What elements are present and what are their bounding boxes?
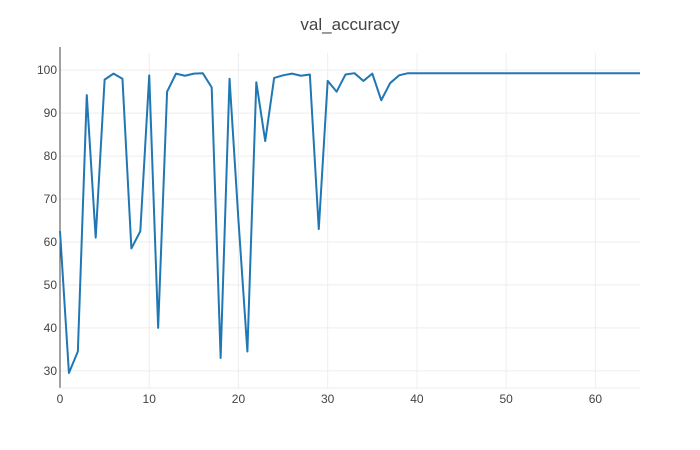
series-line [59, 72, 640, 374]
x-tick-label: 20 [232, 392, 246, 406]
y-tick-label: 30 [44, 364, 58, 378]
y-tick-label: 40 [44, 321, 58, 335]
series-group [59, 72, 640, 374]
y-gridlines [60, 69, 640, 372]
y-tick-label: 100 [37, 63, 57, 77]
y-tick-label: 50 [44, 278, 58, 292]
x-tick-label: 30 [321, 392, 335, 406]
y-tick-label: 90 [44, 106, 58, 120]
y-tick-label: 60 [44, 235, 58, 249]
x-gridlines [148, 53, 596, 388]
chart-title: val_accuracy [300, 15, 400, 34]
x-tick-label: 40 [410, 392, 424, 406]
y-tick-label: 80 [44, 149, 58, 163]
x-tick-label: 50 [499, 392, 513, 406]
x-tick-label: 0 [57, 392, 64, 406]
y-tick-labels: 30 40 50 60 70 80 90 100 [37, 63, 57, 378]
y-tick-label: 70 [44, 192, 58, 206]
x-tick-labels: 0 10 20 30 40 50 60 [57, 392, 603, 406]
x-tick-label: 10 [143, 392, 157, 406]
axes [59, 47, 640, 389]
x-tick-label: 60 [589, 392, 603, 406]
